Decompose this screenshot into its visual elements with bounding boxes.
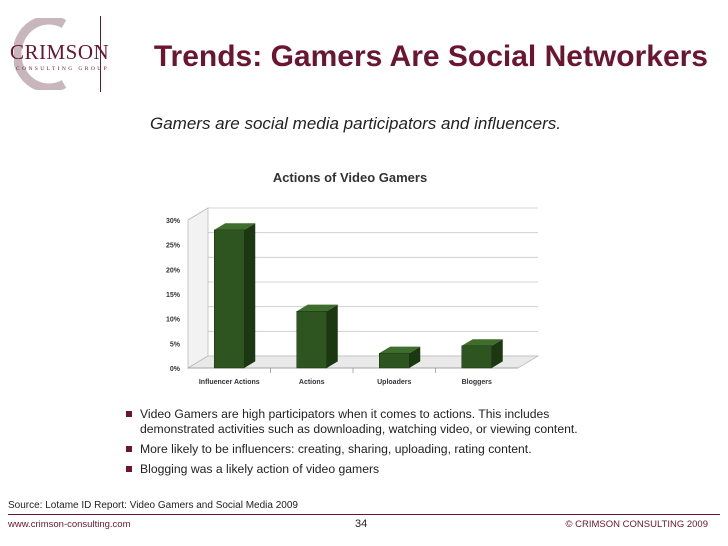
y-tick-label: 5% bbox=[170, 341, 181, 348]
page-number: 34 bbox=[355, 518, 368, 530]
bullet-text: More likely to be influencers: creating,… bbox=[140, 442, 532, 456]
bar-front bbox=[296, 311, 327, 369]
bar-top bbox=[379, 346, 421, 354]
logo-wordmark: CRIMSON bbox=[10, 40, 110, 64]
bar-chart: Actions of Video Gamers 0% 5% 10% 15% 20% 25%… bbox=[166, 170, 540, 386]
footer-divider bbox=[8, 514, 720, 515]
x-tick-label: Influencer Actions bbox=[199, 379, 260, 386]
bar-front bbox=[461, 345, 492, 369]
bar-side bbox=[409, 346, 421, 368]
bullet-text: Blogging was a likely action of video ga… bbox=[140, 462, 380, 476]
logo-subline: CONSULTING GROUP bbox=[16, 66, 110, 72]
y-tick-label: 25% bbox=[166, 243, 181, 250]
bar bbox=[296, 304, 338, 369]
page-subtitle: Gamers are social media participators an… bbox=[150, 114, 562, 133]
bullet-icon bbox=[126, 411, 132, 417]
bar-top bbox=[214, 223, 256, 230]
bar-side bbox=[244, 223, 256, 368]
bar bbox=[379, 346, 421, 369]
y-tick-label: 20% bbox=[166, 267, 181, 274]
y-tick-label: 10% bbox=[166, 317, 181, 324]
bullet-item: Blogging was a likely action of video ga… bbox=[124, 462, 594, 477]
source-note: Source: Lotame ID Report: Video Gamers a… bbox=[8, 500, 298, 511]
gridline bbox=[187, 207, 538, 221]
bar-front bbox=[379, 352, 410, 369]
y-tick-label: 30% bbox=[166, 218, 181, 225]
bar-side bbox=[326, 304, 338, 368]
bar bbox=[461, 339, 503, 369]
y-tick-label: 15% bbox=[166, 292, 181, 299]
bar-side bbox=[491, 339, 503, 368]
logo-c-mark bbox=[14, 18, 67, 90]
page-title: Trends: Gamers Are Social Networkers bbox=[153, 40, 708, 73]
bullet-icon bbox=[126, 446, 132, 452]
x-tick-label: Actions bbox=[299, 379, 325, 386]
bar-top bbox=[461, 339, 503, 346]
y-tick-label: 0% bbox=[170, 366, 181, 373]
bar-front bbox=[214, 229, 245, 369]
x-tick-label: Uploaders bbox=[377, 379, 411, 386]
footer-copyright: © CRIMSON CONSULTING 2009 bbox=[565, 519, 709, 530]
bullet-list: Video Gamers are high participators when… bbox=[124, 407, 594, 482]
footer-website[interactable]: www.crimson-consulting.com bbox=[8, 519, 131, 530]
bullet-text: Video Gamers are high participators when… bbox=[140, 407, 578, 436]
bar bbox=[214, 223, 256, 369]
x-tick-label: Bloggers bbox=[462, 379, 492, 386]
chart-title: Actions of Video Gamers bbox=[273, 170, 427, 185]
crimson-logo: CRIMSON CONSULTING GROUP bbox=[6, 18, 109, 94]
header-divider bbox=[100, 16, 101, 92]
bullet-item: Video Gamers are high participators when… bbox=[124, 407, 594, 437]
bullet-item: More likely to be influencers: creating,… bbox=[124, 442, 594, 457]
bullet-icon bbox=[126, 466, 132, 472]
chart-side-wall bbox=[187, 207, 209, 369]
bar-top bbox=[296, 304, 338, 312]
